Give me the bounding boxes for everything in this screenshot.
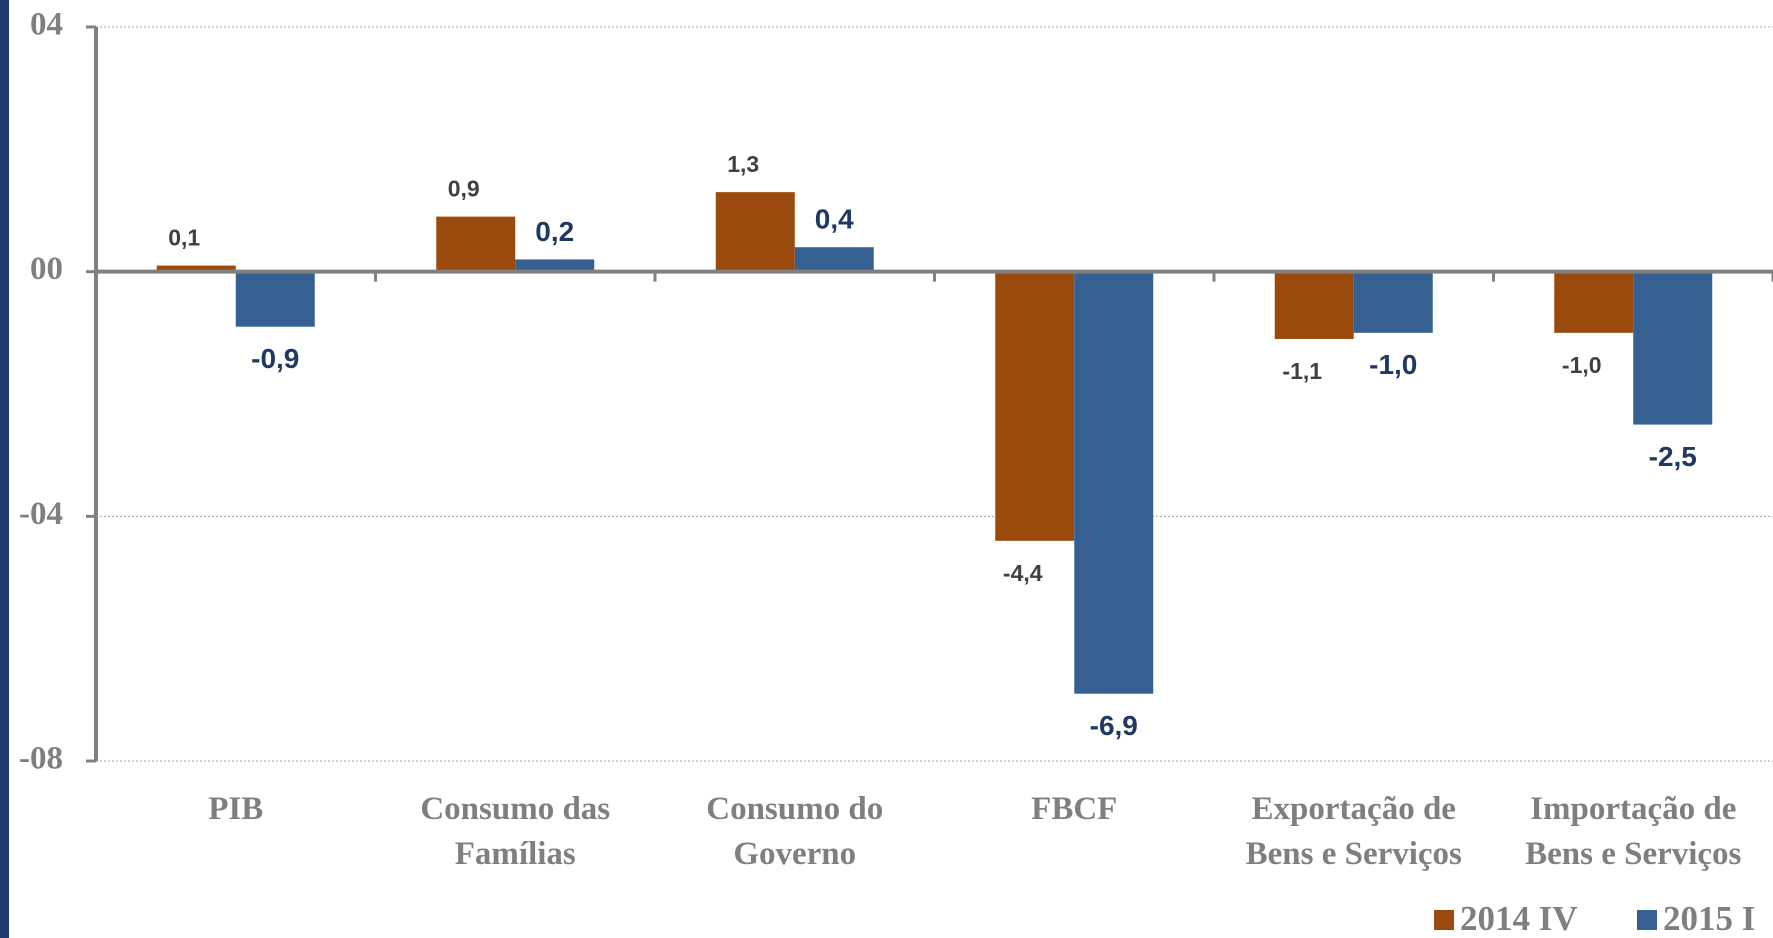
y-tick-label: -08 xyxy=(19,741,63,777)
data-label: -1,1 xyxy=(1282,358,1322,384)
x-tick-label: Importação de Bens e Serviços xyxy=(1525,791,1742,872)
bar xyxy=(156,265,236,272)
bar xyxy=(515,259,595,272)
x-tick-label: PIB xyxy=(208,791,264,827)
y-tick-label: -04 xyxy=(19,496,63,532)
side-strip xyxy=(0,0,9,938)
legend-swatch xyxy=(1637,910,1657,930)
data-label: 0,2 xyxy=(535,216,574,247)
data-label: 0,4 xyxy=(815,204,854,235)
x-tick-label: Consumo das Famílias xyxy=(420,791,611,872)
legend-label: 2014 IV xyxy=(1460,899,1578,938)
data-label: 0,9 xyxy=(448,176,480,202)
data-label: -4,4 xyxy=(1003,560,1043,586)
data-label: 1,3 xyxy=(727,151,759,177)
bar xyxy=(1353,271,1433,333)
y-tick-label: 04 xyxy=(30,7,63,43)
x-tick-label: Consumo do Governo xyxy=(706,791,884,872)
bar xyxy=(1633,271,1713,425)
bar xyxy=(794,247,874,272)
bar xyxy=(1074,271,1154,694)
x-tick-label: Exportação de Bens e Serviços xyxy=(1245,791,1462,872)
legend-swatch xyxy=(1434,910,1454,930)
bar xyxy=(715,192,795,272)
legend-label: 2015 I xyxy=(1663,899,1755,938)
bar xyxy=(235,271,315,327)
data-label: 0,1 xyxy=(168,225,200,251)
bar xyxy=(436,216,516,272)
data-label: -2,5 xyxy=(1649,441,1697,472)
bar xyxy=(995,271,1075,541)
x-tick-label: FBCF xyxy=(1031,791,1118,827)
data-label: -1,0 xyxy=(1369,349,1417,380)
bar xyxy=(1274,271,1354,339)
y-tick-label: 00 xyxy=(30,251,63,287)
data-label: -0,9 xyxy=(251,343,299,374)
data-label: -6,9 xyxy=(1090,710,1138,741)
bar xyxy=(1554,271,1634,333)
data-label: -1,0 xyxy=(1562,352,1602,378)
